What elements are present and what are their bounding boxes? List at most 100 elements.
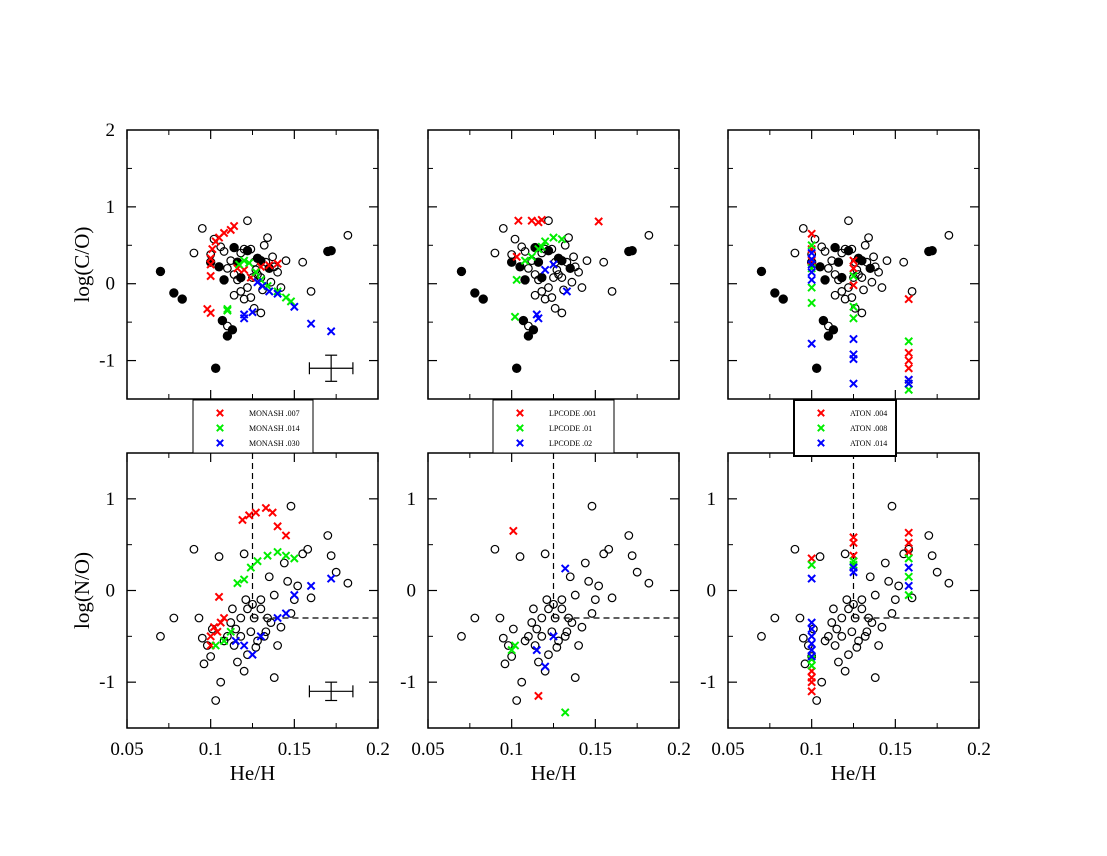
data-point-cross xyxy=(281,531,291,540)
data-point-filled xyxy=(815,262,825,272)
data-point-cross xyxy=(510,641,520,650)
data-point-open xyxy=(222,263,232,273)
data-point-filled xyxy=(210,363,221,373)
data-point-open xyxy=(552,265,562,275)
data-point-cross xyxy=(849,567,858,577)
x-tick-label: 0.2 xyxy=(967,739,991,760)
data-point-cross xyxy=(512,275,521,285)
legend-marker xyxy=(216,439,224,447)
data-point-open xyxy=(924,531,934,540)
data-point-cross xyxy=(904,547,914,557)
data-point-filled xyxy=(820,275,830,285)
data-point-open xyxy=(830,641,840,650)
data-point-open xyxy=(570,673,580,682)
data-point-open xyxy=(169,613,179,623)
data-point-open xyxy=(757,631,766,641)
data-point-open xyxy=(798,633,808,643)
data-point-open xyxy=(256,595,266,605)
data-point-open xyxy=(870,590,880,600)
data-point-open xyxy=(607,593,617,603)
data-point-open xyxy=(567,277,577,287)
legend-middle: LPCODE .001 LPCODE .01 LPCODE .02 xyxy=(492,399,615,454)
data-point-open xyxy=(261,627,271,637)
data-point-filled xyxy=(778,294,788,304)
data-point-cross xyxy=(273,287,282,296)
data-point-open xyxy=(944,230,954,240)
data-point-open xyxy=(323,247,333,256)
data-point-open xyxy=(577,622,587,632)
data-point-open xyxy=(264,572,274,582)
data-point-open xyxy=(520,247,530,256)
data-point-open xyxy=(298,257,308,267)
data-point-open xyxy=(882,256,892,266)
data-point-open xyxy=(840,549,850,559)
y-tick-label: 1 xyxy=(407,489,417,510)
x-axis-title: He/H xyxy=(831,761,877,785)
x-tick-label: 0.15 xyxy=(579,739,612,760)
data-point-open xyxy=(644,578,654,588)
panel-top-middle xyxy=(427,129,680,400)
data-point-cross xyxy=(239,256,249,265)
data-point-cross xyxy=(239,575,249,584)
data-point-cross xyxy=(510,312,520,322)
data-point-cross xyxy=(273,259,282,269)
data-point-open xyxy=(624,531,634,540)
data-point-open xyxy=(281,256,291,266)
data-point-open xyxy=(550,303,560,313)
data-point-open xyxy=(860,240,870,250)
panel-top-left: -1 0 1 2 log(C/O) xyxy=(70,120,379,400)
data-point-open xyxy=(211,696,221,705)
data-point-open xyxy=(862,627,872,637)
data-point-open xyxy=(243,283,252,292)
data-point-cross xyxy=(849,538,858,548)
data-point-cross xyxy=(549,233,558,242)
y-tick-label: -1 xyxy=(700,672,716,693)
y-tick-label: -1 xyxy=(99,672,115,693)
data-point-cross xyxy=(290,554,299,563)
data-point-cross xyxy=(306,319,316,328)
data-point-cross xyxy=(807,654,816,664)
data-point-open xyxy=(534,657,543,667)
data-point-open xyxy=(607,287,617,296)
data-point-open xyxy=(498,223,508,233)
data-point-open xyxy=(795,613,805,623)
data-point-open xyxy=(251,265,261,275)
data-point-open xyxy=(562,627,572,637)
data-point-cross xyxy=(206,271,215,281)
data-point-cross xyxy=(849,280,858,290)
data-point-open xyxy=(197,633,207,643)
data-point-cross xyxy=(807,645,816,655)
data-point-cross xyxy=(273,613,282,623)
data-point-cross xyxy=(326,327,336,336)
data-point-open xyxy=(490,248,500,258)
data-point-filled xyxy=(811,363,822,373)
data-point-open xyxy=(219,247,229,256)
data-point-open xyxy=(627,551,637,561)
legend-label: LPCODE .01 xyxy=(549,424,592,433)
legend-label: ATON .008 xyxy=(850,424,887,433)
y-tick-label: 0 xyxy=(707,581,717,602)
data-point-open xyxy=(261,257,271,267)
data-point-open xyxy=(847,244,857,254)
data-point-open xyxy=(862,257,872,267)
data-point-cross xyxy=(223,304,232,314)
data-point-open xyxy=(565,572,575,582)
data-point-cross xyxy=(807,298,816,308)
data-point-open xyxy=(236,631,246,641)
data-point-open xyxy=(189,544,199,554)
data-point-open xyxy=(574,641,583,650)
y-tick-label: 1 xyxy=(106,489,116,510)
data-point-open xyxy=(269,673,279,682)
legend-label: MONASH .030 xyxy=(249,439,300,448)
data-point-open xyxy=(542,595,552,605)
data-point-cross xyxy=(807,624,816,634)
data-point-open xyxy=(527,618,537,627)
data-point-open xyxy=(214,552,224,561)
x-tick-label: 0.1 xyxy=(199,739,223,760)
data-point-open xyxy=(562,257,572,267)
data-point-cross xyxy=(261,503,271,513)
data-point-open xyxy=(524,263,533,273)
data-point-open xyxy=(594,581,604,591)
data-point-cross xyxy=(206,632,215,641)
data-point-open xyxy=(490,544,500,554)
